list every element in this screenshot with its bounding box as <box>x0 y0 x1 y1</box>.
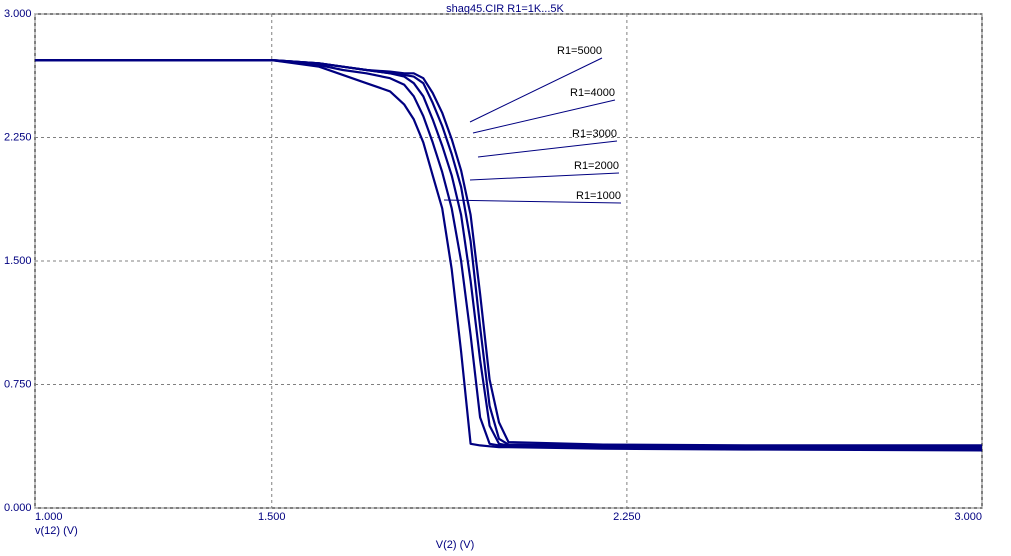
x-tick-label: 1.000 <box>35 511 63 523</box>
series-line <box>35 59 983 452</box>
x-tick-label: 1.500 <box>258 511 286 523</box>
y-axis-label: v(12) (V) <box>35 525 78 537</box>
series-line <box>35 59 982 448</box>
legend-leader <box>469 172 620 181</box>
y-tick-label: 0.000 <box>4 502 32 514</box>
legend-leader <box>469 57 603 123</box>
chart-title: shag45.CIR R1=1K...5K <box>446 3 564 15</box>
legend-label: R1=5000 <box>557 45 602 57</box>
legend-label: R1=3000 <box>572 128 617 140</box>
series-line <box>35 59 982 449</box>
y-tick-label: 3.000 <box>4 8 32 20</box>
y-tick-label: 2.250 <box>4 131 32 143</box>
x-tick-label: 3.000 <box>954 511 982 523</box>
series-line <box>35 59 983 450</box>
legend-label: R1=1000 <box>576 190 621 202</box>
legend-label: R1=4000 <box>570 87 615 99</box>
legend-label: R1=2000 <box>574 160 619 172</box>
legend-leader <box>443 199 622 204</box>
x-axis-label: V(2) (V) <box>436 539 475 551</box>
legend-leader <box>472 99 616 134</box>
x-tick-label: 2.250 <box>613 511 641 523</box>
series-line <box>35 59 982 447</box>
y-tick-label: 1.500 <box>4 255 32 267</box>
legend-leader <box>477 140 618 158</box>
y-tick-label: 0.750 <box>4 378 32 390</box>
